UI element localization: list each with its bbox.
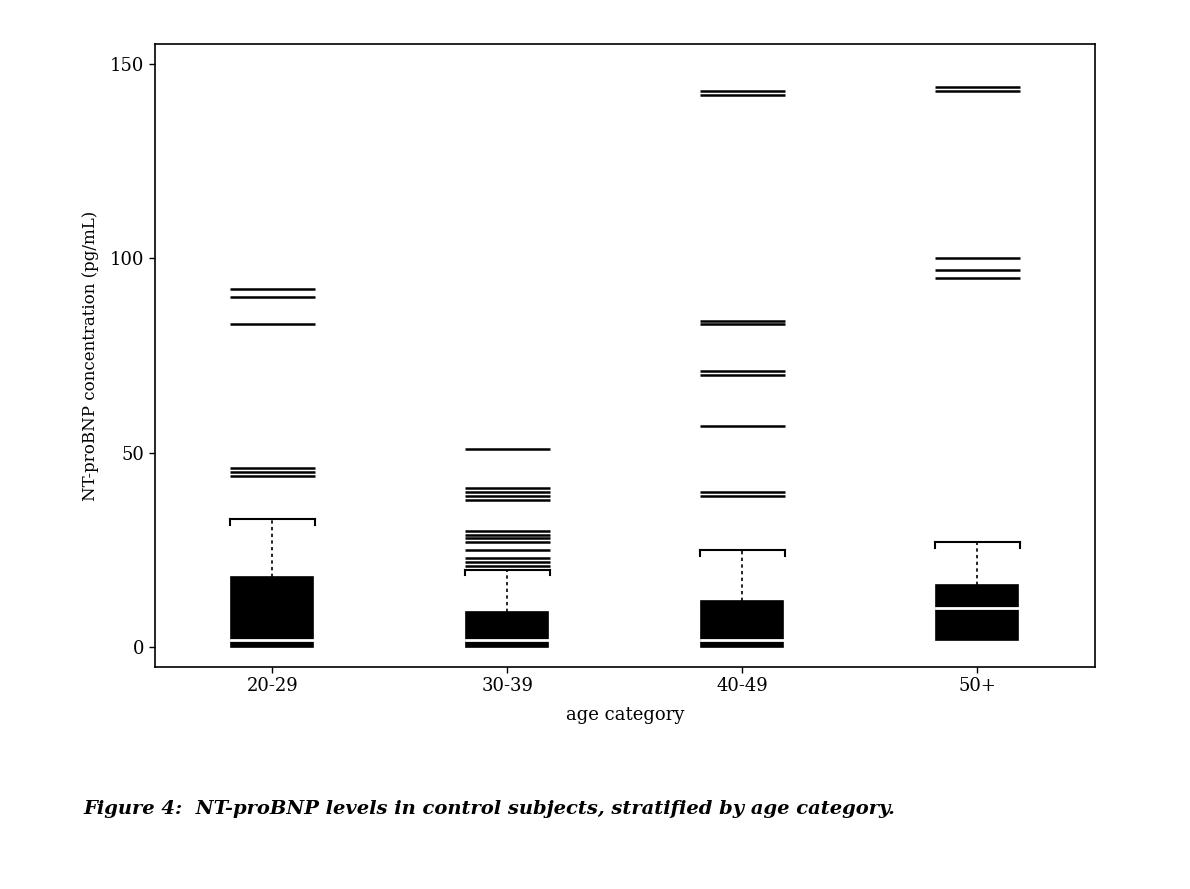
Bar bbox=[231, 577, 313, 647]
Text: Figure 4:  NT-proBNP levels in control subjects, stratified by age category.: Figure 4: NT-proBNP levels in control su… bbox=[83, 800, 895, 818]
Bar bbox=[937, 585, 1019, 639]
Bar bbox=[466, 613, 549, 647]
X-axis label: age category: age category bbox=[565, 706, 684, 725]
Bar bbox=[701, 601, 783, 647]
Y-axis label: NT-proBNP concentration (pg/mL): NT-proBNP concentration (pg/mL) bbox=[82, 211, 99, 501]
